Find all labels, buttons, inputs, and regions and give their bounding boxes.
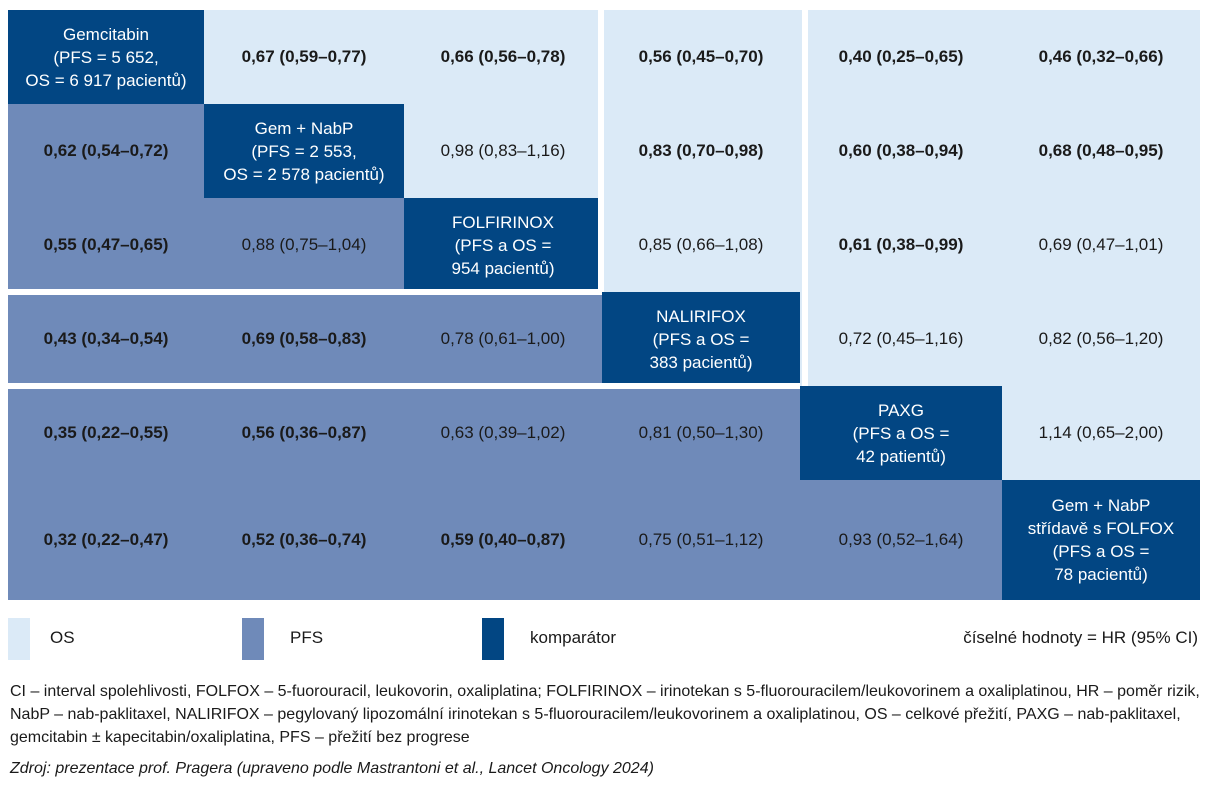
legend-values-note: číselné hodnoty = HR (95% CI) <box>963 628 1198 647</box>
os-hr-value: 0,46 (0,32–0,66) <box>1002 10 1200 104</box>
group-separator <box>8 289 602 295</box>
comparator-label: PAXG (PFS a OS = 42 patientů) <box>800 386 1002 480</box>
legend-os-label: OS <box>50 628 75 647</box>
os-hr-value: 0,69 (0,47–1,01) <box>1002 198 1200 292</box>
os-hr-value: 0,67 (0,59–0,77) <box>204 10 404 104</box>
pfs-hr-value: 0,55 (0,47–0,65) <box>8 198 204 292</box>
pfs-hr-value: 0,75 (0,51–1,12) <box>602 480 800 600</box>
legend-comparator-swatch <box>482 618 504 660</box>
comparator-label: Gemcitabin (PFS = 5 652, OS = 6 917 pacien… <box>8 10 204 104</box>
group-separator <box>802 10 808 386</box>
pfs-hr-value: 0,69 (0,58–0,83) <box>204 292 404 386</box>
comparator-label: FOLFIRINOX (PFS a OS = 954 pacientů) <box>404 198 602 292</box>
legend-pfs-swatch <box>242 618 264 660</box>
pfs-hr-value: 0,59 (0,40–0,87) <box>404 480 602 600</box>
pfs-hr-value: 0,62 (0,54–0,72) <box>8 104 204 198</box>
pfs-hr-value: 0,78 (0,61–1,00) <box>404 292 602 386</box>
pfs-hr-value: 0,43 (0,34–0,54) <box>8 292 204 386</box>
abbreviations-note: CI – interval spolehlivosti, FOLFOX – 5-… <box>10 683 1200 746</box>
pfs-hr-value: 0,56 (0,36–0,87) <box>204 386 404 480</box>
os-hr-value: 0,85 (0,66–1,08) <box>602 198 800 292</box>
network-meta-analysis-matrix: Gemcitabin (PFS = 5 652, OS = 6 917 pacien… <box>8 10 1200 600</box>
comparator-label: Gem + NabP střídavě s FOLFOX (PFS a OS = 78… <box>1002 480 1200 600</box>
legend: OS PFS komparátor číselné hodnoty = HR (… <box>0 618 1210 664</box>
comparator-label: NALIRIFOX (PFS a OS = 383 pacientů) <box>602 292 800 386</box>
pfs-hr-value: 0,63 (0,39–1,02) <box>404 386 602 480</box>
os-hr-value: 0,68 (0,48–0,95) <box>1002 104 1200 198</box>
os-hr-value: 0,83 (0,70–0,98) <box>602 104 800 198</box>
legend-pfs-label: PFS <box>290 628 324 647</box>
os-hr-value: 0,60 (0,38–0,94) <box>800 104 1002 198</box>
group-separator <box>598 10 604 292</box>
source-note: Zdroj: prezentace prof. Pragera (upraven… <box>10 760 654 777</box>
os-hr-value: 0,82 (0,56–1,20) <box>1002 292 1200 386</box>
os-hr-value: 0,56 (0,45–0,70) <box>602 10 800 104</box>
pfs-hr-value: 0,35 (0,22–0,55) <box>8 386 204 480</box>
legend-os-swatch <box>8 618 30 660</box>
footnotes: CI – interval spolehlivosti, FOLFOX – 5-… <box>10 680 1205 780</box>
pfs-hr-value: 0,52 (0,36–0,74) <box>204 480 404 600</box>
pfs-hr-value: 0,81 (0,50–1,30) <box>602 386 800 480</box>
os-hr-value: 0,40 (0,25–0,65) <box>800 10 1002 104</box>
comparator-label: Gem + NabP (PFS = 2 553, OS = 2 578 pacien… <box>204 104 404 198</box>
legend-comparator-label: komparátor <box>530 628 616 647</box>
os-hr-value: 0,72 (0,45–1,16) <box>800 292 1002 386</box>
group-separator <box>8 383 800 389</box>
os-hr-value: 0,98 (0,83–1,16) <box>404 104 602 198</box>
os-hr-value: 0,66 (0,56–0,78) <box>404 10 602 104</box>
pfs-hr-value: 0,32 (0,22–0,47) <box>8 480 204 600</box>
os-hr-value: 1,14 (0,65–2,00) <box>1002 386 1200 480</box>
pfs-hr-value: 0,88 (0,75–1,04) <box>204 198 404 292</box>
pfs-hr-value: 0,93 (0,52–1,64) <box>800 480 1002 600</box>
os-hr-value: 0,61 (0,38–0,99) <box>800 198 1002 292</box>
